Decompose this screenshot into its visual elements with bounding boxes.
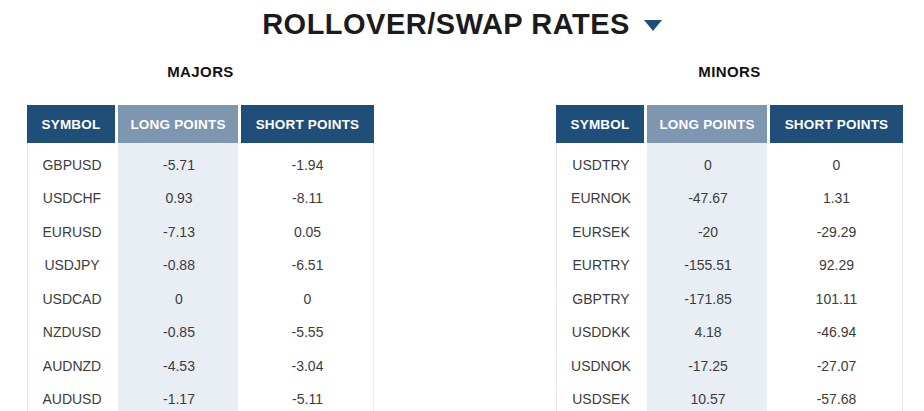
long-points-cell: -171.85 — [648, 291, 768, 307]
symbol-cell: EURSEK — [557, 224, 645, 240]
section-header[interactable]: ROLLOVER/SWAP RATES — [0, 8, 924, 41]
table-row: USDTRY00 — [557, 148, 902, 182]
table-row: USDCHF0.93-8.11 — [28, 182, 373, 216]
short-points-cell: -5.55 — [242, 324, 373, 340]
short-points-cell: -6.51 — [242, 257, 373, 273]
table-row: NZDUSD-0.85-5.55 — [28, 316, 373, 350]
short-points-cell: -3.04 — [242, 358, 373, 374]
long-points-cell: 0 — [119, 291, 239, 307]
short-points-column-header: SHORT POINTS — [241, 105, 374, 143]
short-points-cell: -57.68 — [771, 391, 902, 407]
symbol-cell: GBPUSD — [28, 157, 116, 173]
long-points-cell: -17.25 — [648, 358, 768, 374]
long-points-cell: -0.85 — [119, 324, 239, 340]
long-points-column-header: LONG POINTS — [647, 105, 767, 143]
minors-label: MINORS — [556, 63, 903, 80]
minors-table-body: USDTRY00EURNOK-47.671.31EURSEK-20-29.29E… — [556, 143, 903, 411]
symbol-column-header: SYMBOL — [27, 105, 115, 143]
table-row: USDCAD00 — [28, 282, 373, 316]
symbol-cell: USDCAD — [28, 291, 116, 307]
short-points-cell: -29.29 — [771, 224, 902, 240]
table-row: USDJPY-0.88-6.51 — [28, 249, 373, 283]
short-points-cell: 0.05 — [242, 224, 373, 240]
symbol-cell: EURTRY — [557, 257, 645, 273]
table-row: USDDKK4.18-46.94 — [557, 316, 902, 350]
long-points-cell: -0.88 — [119, 257, 239, 273]
short-points-cell: -1.94 — [242, 157, 373, 173]
table-row: AUDUSD-1.17-5.11 — [28, 383, 373, 411]
symbol-column-header: SYMBOL — [556, 105, 644, 143]
long-points-cell: -4.53 — [119, 358, 239, 374]
minors-table: SYMBOL LONG POINTS SHORT POINTS USDTRY00… — [556, 105, 903, 411]
long-points-cell: -5.71 — [119, 157, 239, 173]
short-points-cell: -27.07 — [771, 358, 902, 374]
table-row: USDSEK10.57-57.68 — [557, 383, 902, 411]
caret-down-icon[interactable] — [644, 20, 662, 31]
symbol-cell: AUDNZD — [28, 358, 116, 374]
short-points-cell: 0 — [771, 157, 902, 173]
short-points-cell: -46.94 — [771, 324, 902, 340]
table-row: GBPTRY-171.85101.11 — [557, 282, 902, 316]
short-points-cell: 92.29 — [771, 257, 902, 273]
short-points-cell: 1.31 — [771, 190, 902, 206]
symbol-cell: EURUSD — [28, 224, 116, 240]
short-points-cell: 0 — [242, 291, 373, 307]
table-row: GBPUSD-5.71-1.94 — [28, 148, 373, 182]
symbol-cell: USDTRY — [557, 157, 645, 173]
table-row: EURNOK-47.671.31 — [557, 182, 902, 216]
symbol-cell: USDSEK — [557, 391, 645, 407]
long-points-cell: -155.51 — [648, 257, 768, 273]
long-points-cell: -20 — [648, 224, 768, 240]
majors-label: MAJORS — [27, 63, 374, 80]
majors-table-header: SYMBOL LONG POINTS SHORT POINTS — [27, 105, 374, 143]
page-title: ROLLOVER/SWAP RATES — [262, 8, 630, 40]
symbol-cell: GBPTRY — [557, 291, 645, 307]
majors-table-body: GBPUSD-5.71-1.94USDCHF0.93-8.11EURUSD-7.… — [27, 143, 374, 411]
symbol-cell: USDCHF — [28, 190, 116, 206]
minors-table-header: SYMBOL LONG POINTS SHORT POINTS — [556, 105, 903, 143]
short-points-cell: -5.11 — [242, 391, 373, 407]
symbol-cell: USDDKK — [557, 324, 645, 340]
table-row: EURUSD-7.130.05 — [28, 215, 373, 249]
table-row: USDNOK-17.25-27.07 — [557, 349, 902, 383]
symbol-cell: NZDUSD — [28, 324, 116, 340]
short-points-cell: -8.11 — [242, 190, 373, 206]
long-points-cell: 0.93 — [119, 190, 239, 206]
short-points-cell: 101.11 — [771, 291, 902, 307]
symbol-cell: USDNOK — [557, 358, 645, 374]
symbol-cell: USDJPY — [28, 257, 116, 273]
table-row: AUDNZD-4.53-3.04 — [28, 349, 373, 383]
long-points-cell: 10.57 — [648, 391, 768, 407]
table-row: EURSEK-20-29.29 — [557, 215, 902, 249]
table-row: EURTRY-155.5192.29 — [557, 249, 902, 283]
long-points-cell: -47.67 — [648, 190, 768, 206]
long-points-cell: -7.13 — [119, 224, 239, 240]
symbol-cell: EURNOK — [557, 190, 645, 206]
majors-table: SYMBOL LONG POINTS SHORT POINTS GBPUSD-5… — [27, 105, 374, 411]
short-points-column-header: SHORT POINTS — [770, 105, 903, 143]
long-points-cell: 4.18 — [648, 324, 768, 340]
symbol-cell: AUDUSD — [28, 391, 116, 407]
long-points-cell: 0 — [648, 157, 768, 173]
long-points-column-header: LONG POINTS — [118, 105, 238, 143]
long-points-cell: -1.17 — [119, 391, 239, 407]
